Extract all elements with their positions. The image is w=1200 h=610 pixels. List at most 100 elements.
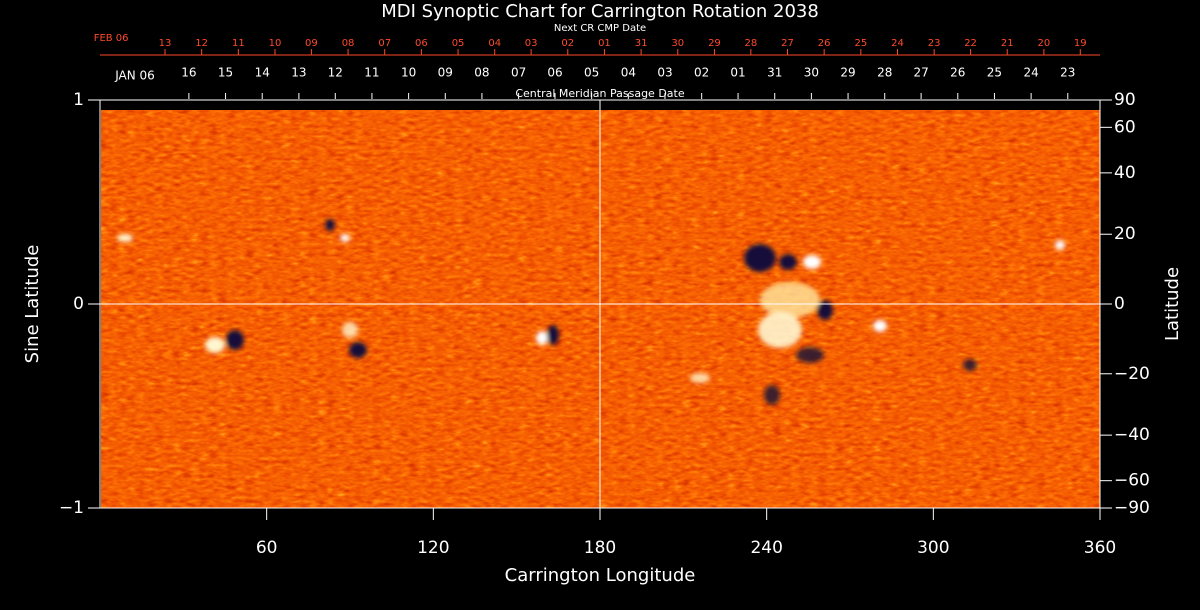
y2-tick-label: 40: [1114, 163, 1136, 183]
x-tick-label: 180: [584, 538, 616, 558]
top-tick-label: 12: [328, 66, 343, 80]
positive-polarity: [205, 337, 225, 353]
x-tick-label: 60: [256, 538, 278, 558]
top-tick-label: 14: [255, 66, 270, 80]
negative-polarity: [349, 342, 367, 358]
top-tick-label: 25: [854, 38, 867, 49]
top-tick-label: 05: [452, 38, 465, 49]
top-tick-label: 07: [511, 66, 526, 80]
chart-title: MDI Synoptic Chart for Carrington Rotati…: [381, 1, 819, 22]
top-tick-label: 03: [525, 38, 538, 49]
top-tick-label: 02: [694, 66, 709, 80]
top-tick-label: 29: [840, 66, 855, 80]
top-tick-label: 23: [1060, 66, 1075, 80]
top-tick-label: 09: [305, 38, 318, 49]
top-tick-label: 08: [474, 66, 489, 80]
y2-tick-label: 90: [1114, 90, 1136, 110]
top-tick-label: 05: [584, 66, 599, 80]
top-tick-label: 30: [671, 38, 684, 49]
top-tick-label: 20: [1038, 38, 1051, 49]
y2-tick-label: 20: [1114, 224, 1136, 244]
top-tick-label: 16: [181, 66, 196, 80]
y2-tick-label: 60: [1114, 117, 1136, 137]
top-tick-label: 31: [635, 38, 648, 49]
top-tick-label: 12: [195, 38, 208, 49]
top-tick-label: 28: [877, 66, 892, 80]
top-tick-label: 01: [730, 66, 745, 80]
top-tick-label: 07: [378, 38, 391, 49]
negative-polarity: [963, 359, 977, 371]
positive-polarity: [803, 255, 821, 269]
positive-polarity: [1055, 240, 1065, 250]
top-tick-label: 24: [1023, 66, 1038, 80]
top-tick-label: 29: [708, 38, 721, 49]
top-tick-label: 06: [547, 66, 562, 80]
positive-polarity: [690, 373, 710, 383]
y2-axis-title: Latitude: [1162, 267, 1183, 341]
top-tick-label: 21: [1001, 38, 1014, 49]
top-tick-label: 04: [488, 38, 501, 49]
y2-tick-label: −20: [1114, 364, 1150, 384]
top-tick-label: 31: [767, 66, 782, 80]
positive-polarity: [873, 320, 887, 332]
x-tick-label: 360: [1084, 538, 1116, 558]
positive-polarity: [758, 312, 802, 348]
y-tick-label: 1: [73, 90, 84, 110]
top-tick-label: 02: [561, 38, 574, 49]
top-tick-label: 01: [598, 38, 611, 49]
negative-polarity: [764, 385, 780, 405]
x-tick-label: 300: [917, 538, 949, 558]
top-tick-label: 04: [621, 66, 636, 80]
top-tick-label: 22: [964, 38, 977, 49]
active-regions: [117, 219, 1065, 405]
negative-polarity: [796, 347, 824, 363]
top-tick-label: 13: [291, 66, 306, 80]
negative-polarity: [817, 300, 833, 320]
top-tick-label: 25: [987, 66, 1002, 80]
top-tick-label: 28: [744, 38, 757, 49]
top-tick-label: 10: [269, 38, 282, 49]
y2-tick-label: 0: [1114, 294, 1125, 314]
y-axis-title: Sine Latitude: [22, 245, 43, 364]
y-tick-label: −1: [59, 498, 84, 518]
top-tick-label: 10: [401, 66, 416, 80]
top-axis-title: Central Meridian Passage Date: [515, 87, 684, 100]
negative-polarity: [226, 330, 244, 350]
top-tick-label: 30: [804, 66, 819, 80]
negative-polarity: [779, 254, 797, 270]
top-tick-label: JAN 06: [114, 69, 155, 83]
positive-polarity: [117, 234, 133, 242]
top-tick-label: 03: [657, 66, 672, 80]
negative-polarity: [325, 219, 335, 231]
top-axis-title: Next CR CMP Date: [554, 23, 646, 34]
positive-polarity: [760, 282, 820, 318]
x-axis-title: Carrington Longitude: [505, 565, 696, 586]
top-tick-label: 26: [818, 38, 831, 49]
top-tick-label: 23: [928, 38, 941, 49]
y2-tick-label: −90: [1114, 498, 1150, 518]
positive-polarity: [342, 322, 358, 338]
top-tick-label: FEB 06: [94, 33, 129, 44]
top-tick-label: 19: [1074, 38, 1087, 49]
top-tick-label: 06: [415, 38, 428, 49]
negative-polarity: [744, 244, 776, 272]
negative-polarity: [547, 325, 559, 345]
top-tick-label: 26: [950, 66, 965, 80]
y2-tick-label: −40: [1114, 425, 1150, 445]
top-tick-label: 08: [342, 38, 355, 49]
y2-tick-label: −60: [1114, 471, 1150, 491]
top-tick-label: 11: [364, 66, 379, 80]
y-tick-label: 0: [73, 294, 84, 314]
top-tick-label: 09: [438, 66, 453, 80]
positive-polarity: [536, 331, 548, 345]
x-tick-label: 120: [417, 538, 449, 558]
top-tick-label: 11: [232, 38, 245, 49]
top-tick-label: 24: [891, 38, 904, 49]
top-tick-label: 15: [218, 66, 233, 80]
top-tick-label: 27: [913, 66, 928, 80]
positive-polarity: [340, 234, 350, 242]
top-tick-label: 13: [159, 38, 172, 49]
x-tick-label: 240: [750, 538, 782, 558]
